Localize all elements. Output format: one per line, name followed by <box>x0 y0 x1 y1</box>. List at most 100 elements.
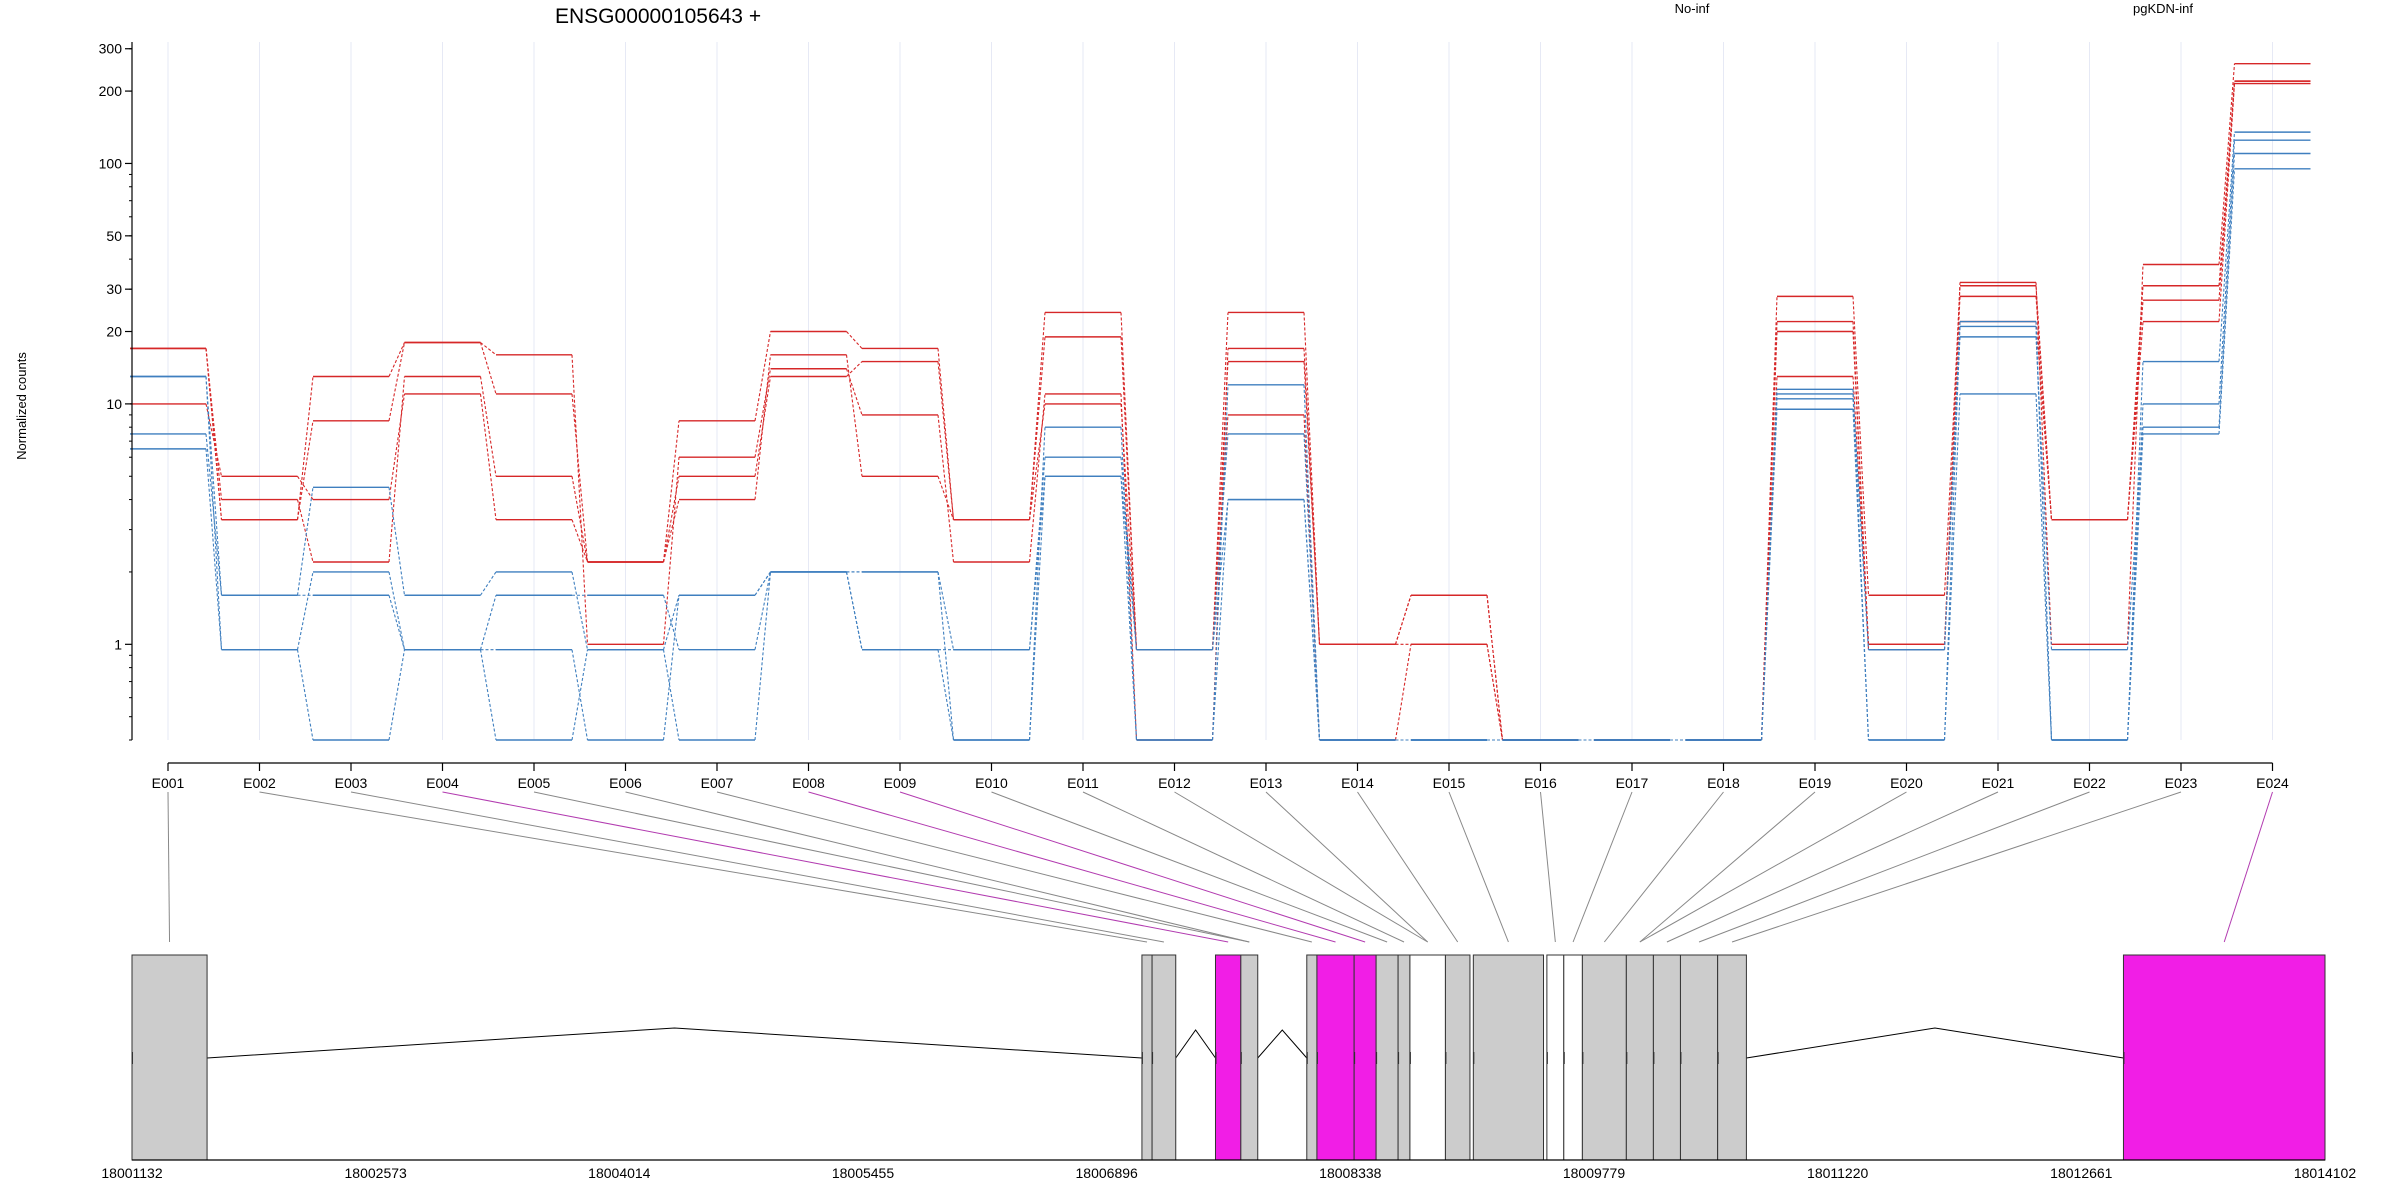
connector-e023 <box>1731 791 2182 943</box>
series-transition <box>662 420 680 563</box>
series-transition <box>2035 282 2053 645</box>
genomic-tick-label: 18005455 <box>832 1165 895 1181</box>
series-transition <box>388 595 406 650</box>
series-transition <box>205 348 223 500</box>
series-transition <box>1028 393 1046 563</box>
x-tick-label-e006: E006 <box>609 775 642 791</box>
connector-e015 <box>1448 791 1509 943</box>
intron <box>1746 1027 2124 1059</box>
connector-e020 <box>1639 791 1907 943</box>
y-tick-label: 10 <box>106 396 122 412</box>
series-transition <box>2035 336 2053 650</box>
series-transition <box>1120 336 1138 650</box>
series-transition <box>1852 321 1870 645</box>
x-tick-label-e012: E012 <box>1158 775 1191 791</box>
series-transition <box>2126 361 2144 741</box>
genomic-tick-label: 18009779 <box>1563 1165 1626 1181</box>
x-tick-label-e021: E021 <box>1982 775 2015 791</box>
series-transition <box>479 342 497 395</box>
exon-block <box>1397 954 1411 1161</box>
x-tick-label-e019: E019 <box>1799 775 1832 791</box>
series-transition <box>1394 644 1412 741</box>
x-tick-label-e007: E007 <box>701 775 734 791</box>
connector-e005 <box>533 791 1250 943</box>
connector-e002 <box>259 791 1148 943</box>
series-transition <box>662 476 680 563</box>
series-transition <box>845 571 863 650</box>
x-tick-label-e008: E008 <box>792 775 825 791</box>
x-tick-label-e020: E020 <box>1890 775 1923 791</box>
y-tick-label: 200 <box>99 83 123 99</box>
x-tick-label-e010: E010 <box>975 775 1008 791</box>
series-transition <box>1303 361 1321 645</box>
exon-block <box>1563 954 1583 1161</box>
series-transition <box>1211 499 1229 741</box>
series-transition <box>662 649 680 741</box>
series-transition <box>662 595 680 650</box>
series-transition <box>296 649 314 741</box>
genomic-coordinate-axis: 18001132 18002573 18004014 18005455 18006896… <box>101 1159 2356 1181</box>
legend-pgkdn-inf: pgKDN-inf <box>2133 1 2193 16</box>
series-transition <box>296 499 314 563</box>
x-tick-label-e005: E005 <box>518 775 551 791</box>
exon-block <box>1625 954 1654 1161</box>
series-transition <box>2126 321 2144 520</box>
x-tick-label-e014: E014 <box>1341 775 1374 791</box>
genomic-tick-label: 18006896 <box>1076 1165 1139 1181</box>
series-3-no-inf <box>130 80 2311 741</box>
series-7-pgkdn-inf <box>130 152 2311 741</box>
series-transition <box>846 361 863 377</box>
exon-block <box>1472 954 1545 1161</box>
exon-block <box>1141 954 1153 1161</box>
series-transition <box>205 376 223 650</box>
series-transition <box>1943 393 1961 741</box>
series-transition <box>2218 140 2236 404</box>
series-transition <box>754 571 772 741</box>
series-transition <box>388 376 406 563</box>
exon-block <box>1652 954 1681 1161</box>
series-transition <box>1852 409 1870 741</box>
series-transition <box>754 354 772 500</box>
exon-block <box>1717 954 1747 1161</box>
genomic-tick-label: 18008338 <box>1319 1165 1382 1181</box>
x-tick-label-e016: E016 <box>1524 775 1557 791</box>
series-transition <box>1852 398 1870 650</box>
x-tick-label-e015: E015 <box>1433 775 1466 791</box>
series-transition <box>1760 409 1778 741</box>
connector-e017 <box>1572 791 1633 943</box>
series-transition <box>662 457 680 645</box>
series-transition <box>1028 336 1046 520</box>
y-tick-label: 50 <box>106 228 122 244</box>
connector-e014 <box>1357 791 1459 943</box>
connector-e001 <box>167 791 171 943</box>
series-transition <box>1486 644 1504 741</box>
series-transition <box>388 487 406 596</box>
series-transition <box>845 368 863 416</box>
exon-block <box>1214 954 1242 1161</box>
x-tick-label-e009: E009 <box>884 775 917 791</box>
series-transition <box>1943 285 1961 596</box>
series-transition <box>388 342 406 421</box>
series-transition <box>571 649 589 741</box>
series-transition <box>662 499 680 563</box>
chart-title: ENSG00000105643 + <box>555 5 761 28</box>
y-tick-label: 1 <box>114 636 122 652</box>
series-transition <box>571 393 589 563</box>
y-tick-label: 20 <box>106 324 122 340</box>
genomic-tick-label: 18004014 <box>588 1165 651 1181</box>
series-transition <box>480 571 497 596</box>
series-transition <box>571 519 589 563</box>
connector-e007 <box>716 791 1312 943</box>
y-axis-label: Normalized counts <box>14 352 29 460</box>
series-transition <box>937 649 955 741</box>
series-transition <box>937 476 955 520</box>
series-transition <box>479 649 497 741</box>
gridlines <box>167 42 2273 740</box>
series-transition <box>388 393 406 500</box>
series-transition <box>2218 168 2236 434</box>
connector-e021 <box>1666 791 1999 943</box>
x-tick-label-e022: E022 <box>2073 775 2106 791</box>
series-transition <box>1303 384 1321 741</box>
connector-e006 <box>625 791 1250 943</box>
